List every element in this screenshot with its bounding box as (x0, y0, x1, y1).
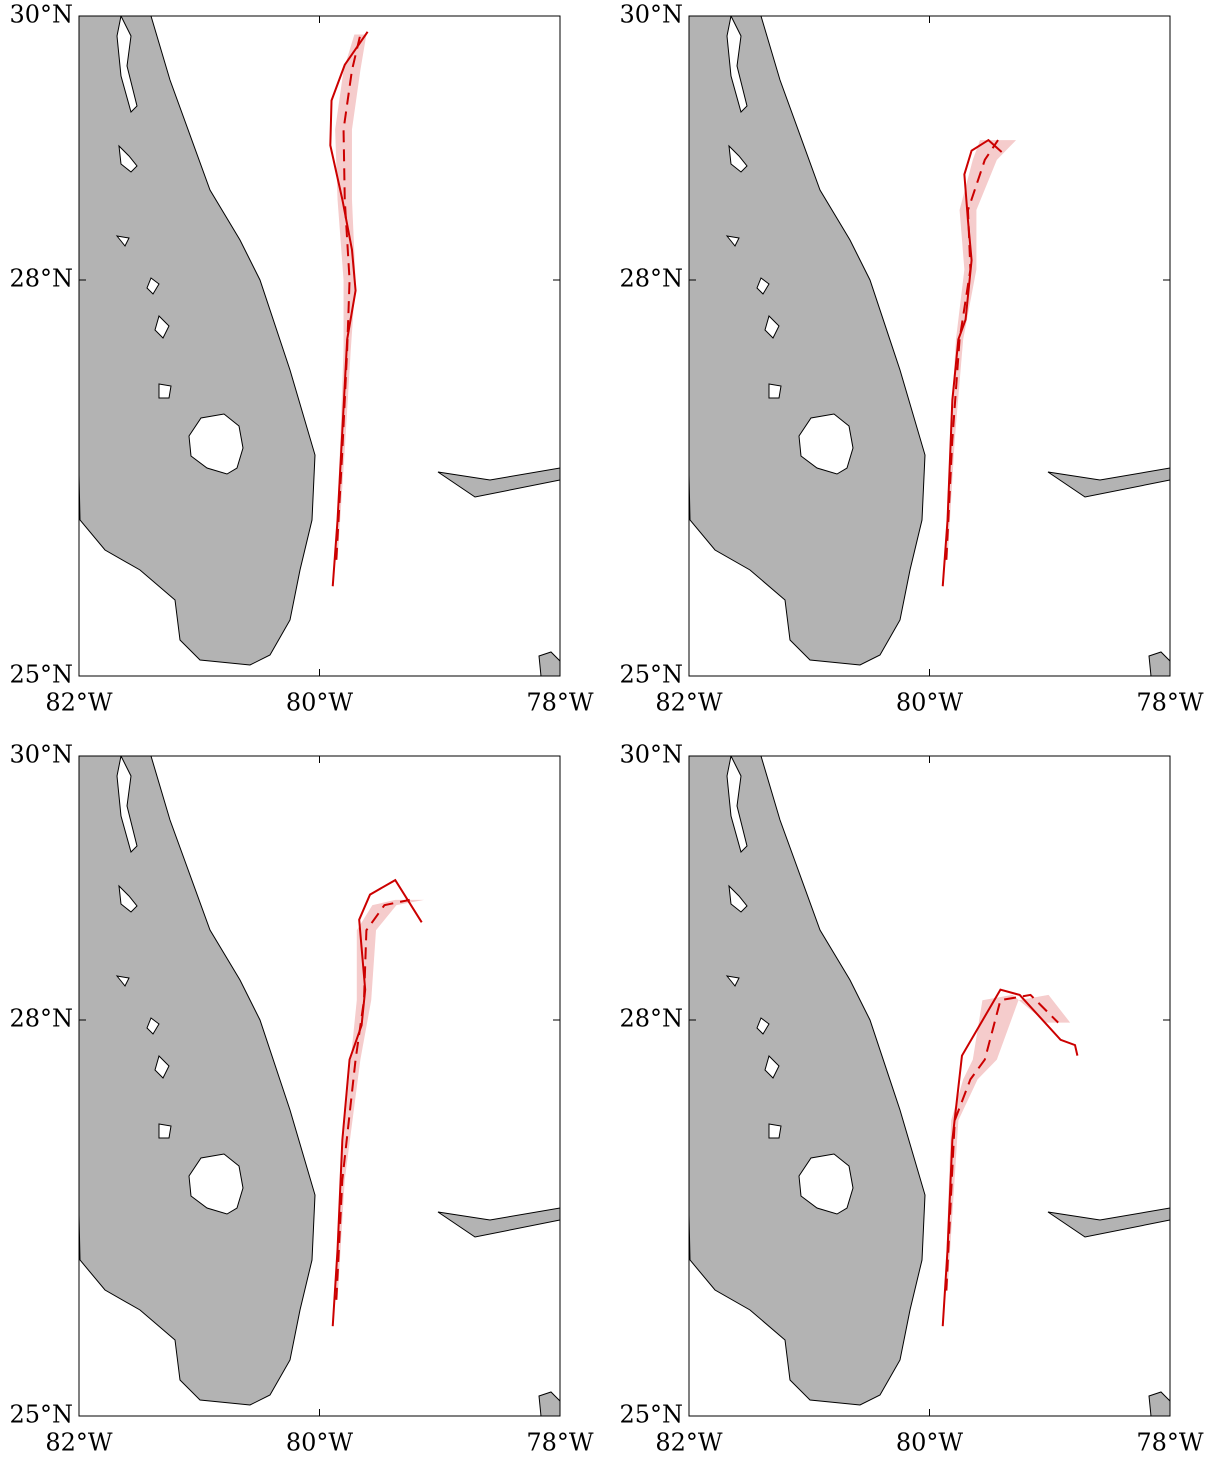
x-tick-label: 78°W (1136, 689, 1204, 717)
map-panel: 82°W 80°W 78°W 25°N 28°N 30°N (619, 741, 1203, 1457)
land (689, 16, 1170, 676)
x-tick-label: 82°W (45, 689, 113, 717)
y-tick-label: 30°N (619, 741, 683, 769)
land (79, 16, 560, 676)
y-tick-label: 25°N (619, 661, 683, 689)
spread-band (335, 899, 425, 1300)
map-panel: 82°W 80°W 78°W 25°N 28°N 30°N (9, 1, 593, 717)
mean-track (335, 34, 362, 560)
map-area (689, 16, 1170, 676)
y-tick-label: 28°N (619, 265, 683, 293)
y-tick-label: 25°N (9, 661, 73, 689)
map-area (79, 16, 560, 676)
x-tick-label: 82°W (655, 689, 723, 717)
y-tick-label: 28°N (9, 265, 73, 293)
y-tick-label: 25°N (619, 1401, 683, 1429)
y-tick-label: 30°N (619, 1, 683, 29)
map-panel: 82°W 80°W 78°W 25°N 28°N 30°N (619, 1, 1203, 717)
track (941, 138, 1003, 587)
y-tick-label: 25°N (9, 1401, 73, 1429)
land (689, 756, 1170, 1416)
mean-track (335, 898, 410, 1300)
track (941, 988, 1079, 1327)
x-tick-label: 82°W (655, 1429, 723, 1457)
spread-band (945, 140, 1017, 560)
x-tick-label: 80°W (896, 1429, 964, 1457)
track (331, 878, 423, 1327)
y-tick-label: 28°N (619, 1005, 683, 1033)
x-tick-label: 82°W (45, 1429, 113, 1457)
track (329, 31, 369, 587)
x-tick-label: 78°W (1136, 1429, 1204, 1457)
y-tick-label: 30°N (9, 741, 73, 769)
mean-track (945, 993, 1059, 1291)
y-tick-label: 30°N (9, 1, 73, 29)
land (79, 756, 560, 1416)
spread-band (945, 994, 1071, 1291)
map-panel: 82°W 80°W 78°W 25°N 28°N 30°N (9, 741, 593, 1457)
x-tick-label: 80°W (286, 689, 354, 717)
x-tick-label: 80°W (286, 1429, 354, 1457)
x-tick-label: 80°W (896, 689, 964, 717)
x-tick-label: 78°W (526, 1429, 594, 1457)
y-tick-label: 28°N (9, 1005, 73, 1033)
map-area (689, 756, 1170, 1416)
map-area (79, 756, 560, 1416)
x-tick-label: 78°W (526, 689, 594, 717)
